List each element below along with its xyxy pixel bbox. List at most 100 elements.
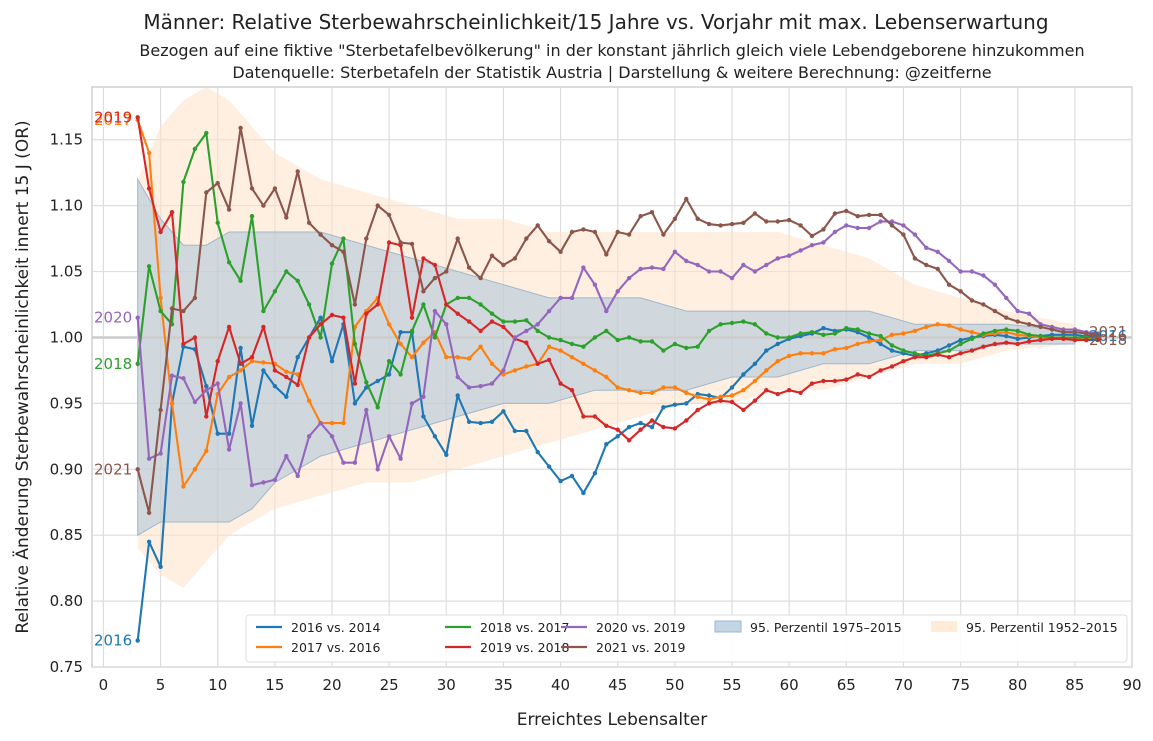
chart-subtitle-line-1: Bezogen auf eine fiktive "Sterbetafelbev…: [139, 41, 1084, 60]
series-point-2017: [524, 364, 529, 369]
series-point-2018: [501, 319, 506, 324]
series-point-2020: [992, 282, 998, 287]
series-point-2021: [752, 211, 758, 216]
series-point-2016: [649, 424, 655, 430]
series-point-2016: [546, 464, 552, 469]
series-point-2016: [958, 337, 963, 343]
series-point-2016: [661, 405, 666, 410]
series-point-2020: [912, 232, 918, 237]
series-point-2019: [1095, 337, 1100, 343]
series-point-2019: [924, 355, 929, 360]
series-point-2020: [249, 482, 255, 488]
series-point-2020: [729, 275, 735, 281]
series-point-2019: [524, 340, 529, 345]
series-point-2020: [432, 308, 438, 314]
series-point-2019: [821, 378, 826, 384]
series-point-2017: [501, 372, 506, 377]
series-point-2019: [844, 377, 849, 382]
series-point-2019: [661, 424, 666, 430]
start-label-2018: 2018: [94, 355, 132, 373]
series-point-2019: [284, 374, 289, 380]
y-tick-label: 1.00: [50, 328, 83, 346]
series-point-2020: [741, 262, 746, 268]
series-point-2016: [764, 348, 769, 353]
series-point-2017: [878, 337, 883, 343]
series-point-2018: [478, 302, 483, 307]
series-point-2021: [1061, 330, 1066, 335]
series-point-2017: [238, 368, 243, 373]
series-point-2018: [912, 351, 918, 356]
series-point-2021: [558, 249, 563, 254]
series-point-2020: [261, 480, 266, 485]
series-point-2021: [1015, 319, 1020, 324]
series-point-2019: [546, 357, 552, 363]
series-point-2020: [638, 266, 643, 272]
series-point-2020: [272, 477, 278, 482]
series-point-2017: [204, 448, 209, 453]
x-tick-label: 80: [1008, 676, 1027, 694]
series-point-2016: [604, 442, 609, 447]
series-point-2017: [604, 374, 609, 380]
series-point-2016: [261, 368, 266, 373]
series-point-2017: [901, 331, 906, 336]
legend-swatch: [714, 620, 742, 633]
series-point-2021: [626, 232, 632, 237]
series-point-2018: [375, 405, 380, 410]
series-point-2020: [238, 401, 243, 406]
start-label-2020: 2020: [94, 309, 132, 327]
series-point-2019: [752, 398, 758, 403]
series-point-2018: [364, 380, 369, 385]
series-point-2016: [489, 419, 495, 424]
y-tick-label: 1.10: [50, 197, 83, 215]
x-tick-label: 65: [837, 676, 856, 694]
series-point-2020: [1026, 311, 1032, 316]
series-point-2020: [169, 373, 175, 378]
series-point-2018: [341, 236, 346, 241]
series-point-2018: [786, 335, 792, 340]
series-point-2021: [866, 212, 872, 218]
series-point-2017: [661, 385, 666, 390]
start-label-2017: 2017: [94, 111, 132, 129]
series-point-2016: [558, 478, 563, 484]
chart-title: Männer: Relative Sterbewahrscheinlichkei…: [143, 10, 1048, 34]
series-point-2019: [969, 348, 975, 353]
series-point-2018: [889, 343, 895, 348]
y-tick-label: 0.90: [50, 460, 83, 478]
series-point-2021: [889, 223, 895, 228]
series-point-2021: [135, 467, 140, 472]
series-point-2021: [375, 203, 380, 208]
series-point-2019: [489, 319, 495, 324]
series-point-2017: [672, 385, 678, 390]
series-point-2016: [821, 326, 826, 331]
series-point-2020: [752, 269, 758, 274]
series-point-2019: [946, 355, 952, 360]
series-point-2017: [512, 368, 518, 373]
series-point-2020: [204, 388, 209, 393]
series-point-2016: [455, 393, 460, 398]
series-point-2019: [958, 351, 963, 356]
series-point-2020: [192, 399, 198, 405]
series-point-2018: [821, 332, 826, 337]
series-point-2017: [158, 295, 163, 301]
start-label-2021: 2021: [94, 460, 132, 478]
series-point-2018: [581, 344, 586, 349]
series-point-2017: [684, 390, 689, 395]
series-point-2016: [329, 359, 335, 364]
series-point-2017: [1015, 332, 1020, 337]
series-point-2021: [1095, 332, 1100, 337]
series-point-2021: [775, 219, 780, 224]
series-point-2016: [752, 361, 758, 366]
series-point-2018: [306, 302, 312, 307]
series-point-2018: [192, 146, 198, 152]
series-point-2021: [786, 217, 792, 223]
series-point-2021: [958, 289, 963, 294]
series-point-2020: [832, 229, 838, 235]
series-point-2017: [866, 339, 872, 344]
series-point-2021: [306, 220, 312, 225]
series-point-2016: [592, 471, 598, 476]
series-point-2017: [969, 330, 975, 335]
series-point-2021: [1004, 315, 1009, 320]
series-point-2017: [946, 323, 952, 328]
series-point-2018: [649, 339, 655, 344]
